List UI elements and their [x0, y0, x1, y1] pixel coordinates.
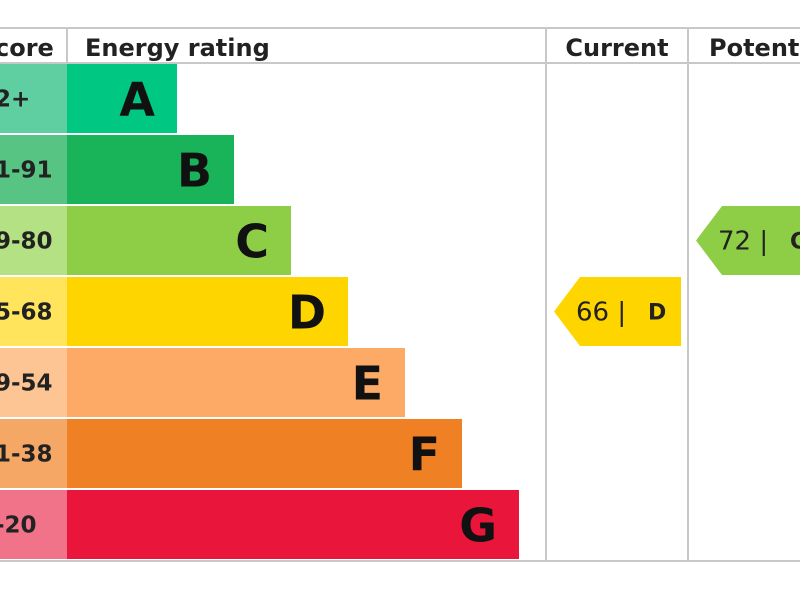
band-bar-e [67, 348, 405, 417]
band-letter-f: F [409, 428, 440, 482]
score-label-g: -20 [0, 513, 37, 539]
band-letter-d: D [288, 286, 326, 340]
band-letter-e: E [352, 357, 383, 411]
current-header: Current [565, 34, 668, 62]
score-cell-c [0, 206, 67, 275]
band-bar-d [67, 277, 348, 346]
band-letter-g: G [459, 499, 497, 553]
score-label-d: 5-68 [0, 300, 53, 326]
score-label-b: 1-91 [0, 158, 53, 184]
current-letter: D [648, 301, 666, 326]
score-cell-b [0, 135, 67, 204]
score-cell-a [0, 64, 67, 133]
energy-rating-header: Energy rating [85, 34, 270, 62]
band-letter-c: C [235, 215, 269, 269]
band-bar-f [67, 419, 462, 488]
rating-bands: 2+ A 1-91 B 9-80 C 5-68 D 9-54 E 1-38 F -20 G [0, 64, 519, 559]
current-score: 66 | [576, 298, 626, 328]
current-arrow [554, 277, 681, 346]
score-cell-e [0, 348, 67, 417]
score-label-a: 2+ [0, 87, 30, 113]
score-label-c: 9-80 [0, 229, 53, 255]
rating-arrows: 66 | D 72 | C [554, 206, 800, 346]
score-cell-f [0, 419, 67, 488]
band-bar-b [67, 135, 234, 204]
potential-arrow [696, 206, 800, 275]
potential-header: Potenti [709, 34, 800, 62]
score-header: core [0, 34, 54, 62]
potential-score: 72 | [718, 227, 768, 257]
score-cell-g [0, 490, 67, 559]
band-bar-g [67, 490, 519, 559]
band-bar-a [67, 64, 177, 133]
band-letter-a: A [119, 73, 155, 127]
score-cell-d [0, 277, 67, 346]
band-letter-b: B [177, 144, 212, 198]
potential-letter: C [790, 230, 800, 255]
score-label-e: 9-54 [0, 371, 53, 397]
score-label-f: 1-38 [0, 442, 53, 468]
band-bar-c [67, 206, 291, 275]
